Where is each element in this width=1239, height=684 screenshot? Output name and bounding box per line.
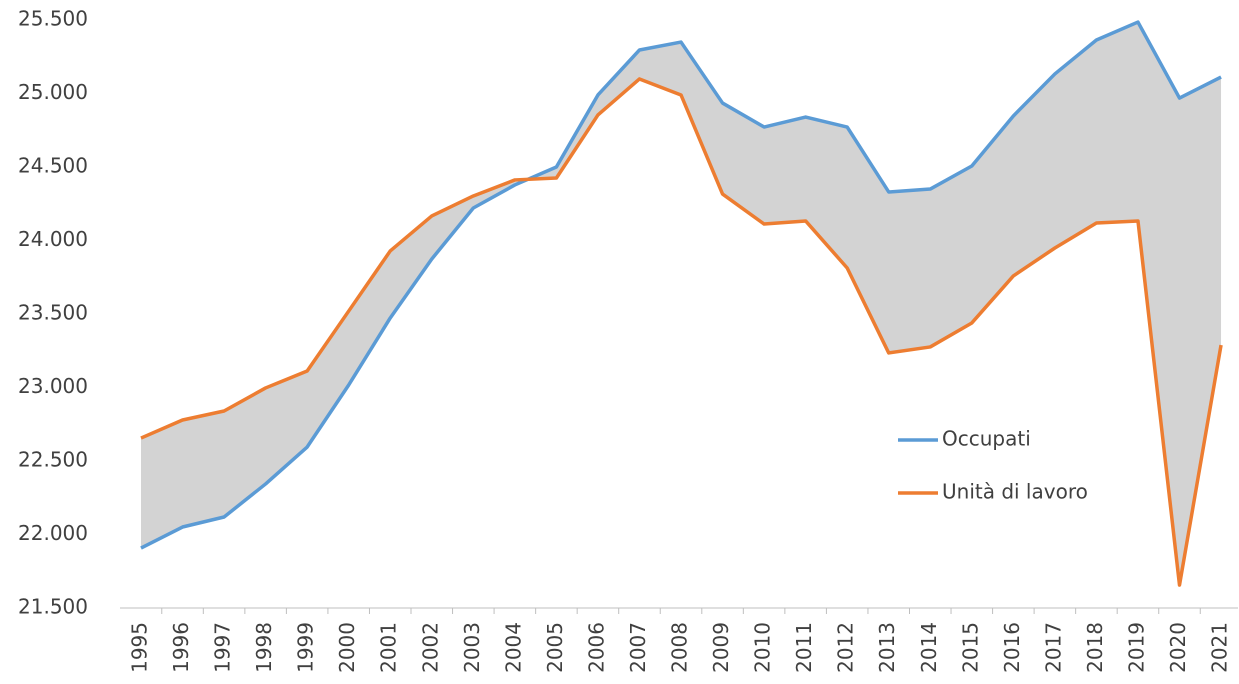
x-tick-label: 2011 [792,622,816,673]
x-tick-label: 2015 [958,622,982,673]
x-tick-label: 1995 [128,622,152,673]
y-tick-label: 23.000 [18,374,88,398]
x-tick-label: 2008 [668,622,692,673]
x-tick-label: 2002 [418,622,442,673]
x-tick-label: 2007 [626,622,650,673]
x-tick-label: 2000 [335,622,359,673]
y-tick-label: 23.500 [18,301,88,325]
x-tick-label: 2004 [501,622,525,673]
x-tick-label: 2012 [834,622,858,673]
x-tick-label: 2021 [1208,622,1232,673]
legend-label: Unità di lavoro [942,480,1088,504]
x-tick-label: 1997 [211,622,235,673]
line-series [140,20,1222,550]
gap-area [141,22,1222,586]
y-tick-label: 22.000 [18,521,88,545]
x-tick-label: 2018 [1083,622,1107,673]
x-tick-label: 2016 [1000,622,1024,673]
x-tick-label: 1998 [252,622,276,673]
legend-label: Occupati [942,427,1031,451]
y-tick-label: 25.500 [18,7,88,31]
x-tick-label: 2014 [917,622,941,673]
y-tick-label: 21.500 [18,595,88,619]
x-tick-label: 1996 [169,622,193,673]
x-tick-label: 1999 [294,622,318,673]
x-tick-label: 2010 [751,622,775,673]
x-tick-label: 2019 [1124,622,1148,673]
x-tick-label: 2003 [460,622,484,673]
y-tick-label: 24.500 [18,154,88,178]
x-tick-label: 2005 [543,622,567,673]
line-series [140,77,1223,587]
x-tick-label: 2001 [377,622,401,673]
y-tick-label: 24.000 [18,227,88,251]
x-tick-label: 2009 [709,622,733,673]
y-tick-label: 22.500 [18,448,88,472]
x-tick-label: 2013 [875,622,899,673]
x-tick-label: 2017 [1041,622,1065,673]
x-tick-label: 2006 [584,622,608,673]
y-tick-label: 25.000 [18,80,88,104]
x-tick-label: 2020 [1166,622,1190,673]
